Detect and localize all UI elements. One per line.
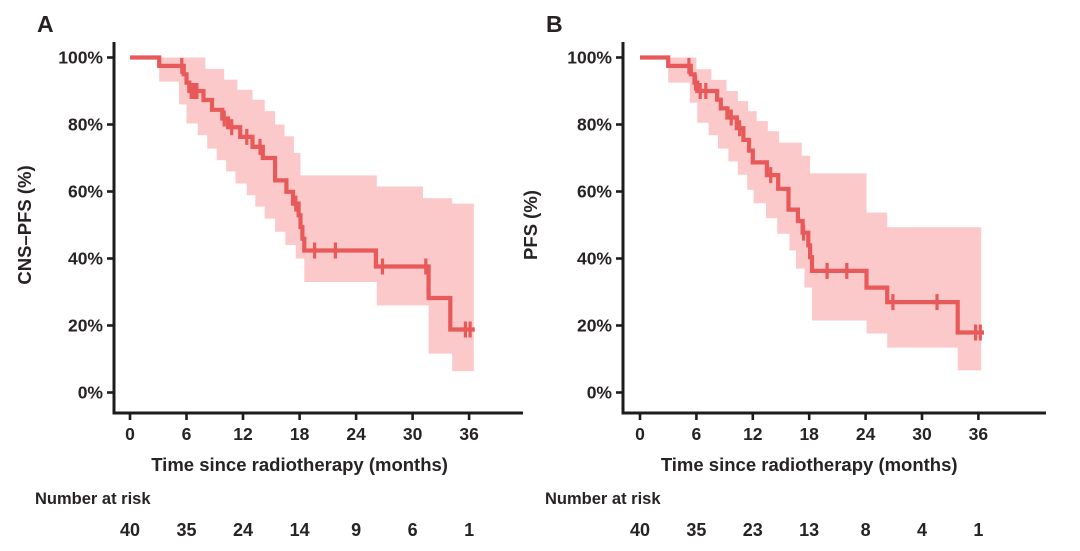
panel-B-risk-count-30mo: 4: [917, 520, 927, 540]
panel-B-risk-count-12mo: 23: [743, 520, 763, 540]
panel-A-risk-count-18mo: 14: [290, 520, 310, 540]
panel-A-y-tick-label: 100%: [58, 48, 103, 68]
panel-B-x-tick-label: 12: [743, 424, 763, 444]
panel-B-x-tick-label: 6: [692, 424, 702, 444]
panel-B-letter: B: [546, 11, 563, 37]
panel-B-y-tick-label: 100%: [567, 48, 612, 68]
panel-B-y-tick-label: 20%: [577, 316, 612, 336]
panel-A-x-tick-label: 12: [233, 424, 253, 444]
panel-A-risk-count-30mo: 6: [408, 520, 418, 540]
panel-A-survival-curve: [130, 55, 475, 332]
panel-B-confidence-band: [668, 57, 982, 371]
panel-A-risk-count-24mo: 9: [351, 520, 361, 540]
panel-A-y-tick-label: 80%: [68, 115, 103, 135]
panel-A-x-tick-label: 30: [403, 424, 423, 444]
panel-B-x-tick-label: 18: [799, 424, 819, 444]
panel-A-y-tick-label: 0%: [78, 383, 104, 403]
panel-B-x-tick-label: 0: [635, 424, 645, 444]
panel-A-x-tick-label: 0: [125, 424, 135, 444]
panel-B-y-tick-label: 0%: [587, 383, 613, 403]
panel-A-y-axis-title: CNS–PFS (%): [14, 165, 35, 284]
panel-B-y-tick-label: 40%: [577, 249, 612, 269]
panel-B-x-tick-label: 30: [912, 424, 932, 444]
panel-A-x-tick-label: 6: [182, 424, 192, 444]
panel-A-y-tick-label: 60%: [68, 182, 103, 202]
panel-A-x-tick-label: 18: [290, 424, 310, 444]
panel-B-y-tick-label: 80%: [577, 115, 612, 135]
panel-B-risk-count-6mo: 35: [686, 520, 706, 540]
panel-A-confidence-band: [159, 57, 474, 372]
panel-B-y-tick-label: 60%: [577, 182, 612, 202]
panel-B-y-axis-title: PFS (%): [520, 190, 541, 260]
panel-A-y-tick-label: 20%: [68, 316, 103, 336]
panel-B-risk-count-36mo: 1: [973, 520, 983, 540]
panel-A-x-tick-label: 24: [346, 424, 366, 444]
panel-A-risk-count-0mo: 40: [120, 520, 140, 540]
panel-A-y-tick-label: 40%: [68, 249, 103, 269]
panel-A-letter: A: [37, 11, 54, 37]
panel-A-x-axis-title: Time since radiotherapy (months): [151, 454, 448, 475]
panel-B-x-tick-label: 36: [969, 424, 989, 444]
panel-A-risk-count-6mo: 35: [176, 520, 196, 540]
panel-A-x-tick-label: 36: [459, 424, 479, 444]
panel-B-risk-count-0mo: 40: [630, 520, 650, 540]
panel-B-risk-count-18mo: 13: [799, 520, 819, 540]
panel-B-survival-curve: [640, 55, 984, 335]
panel-A-risk-count-12mo: 24: [233, 520, 253, 540]
panel-A-number-at-risk-label: Number at risk: [35, 490, 151, 508]
panel-B-x-tick-label: 24: [856, 424, 876, 444]
panel-B-x-axis-title: Time since radiotherapy (months): [661, 454, 958, 475]
panel-B-number-at-risk-label: Number at risk: [545, 490, 661, 508]
panel-B-risk-count-24mo: 8: [861, 520, 871, 540]
panel-A-risk-count-36mo: 1: [464, 520, 474, 540]
